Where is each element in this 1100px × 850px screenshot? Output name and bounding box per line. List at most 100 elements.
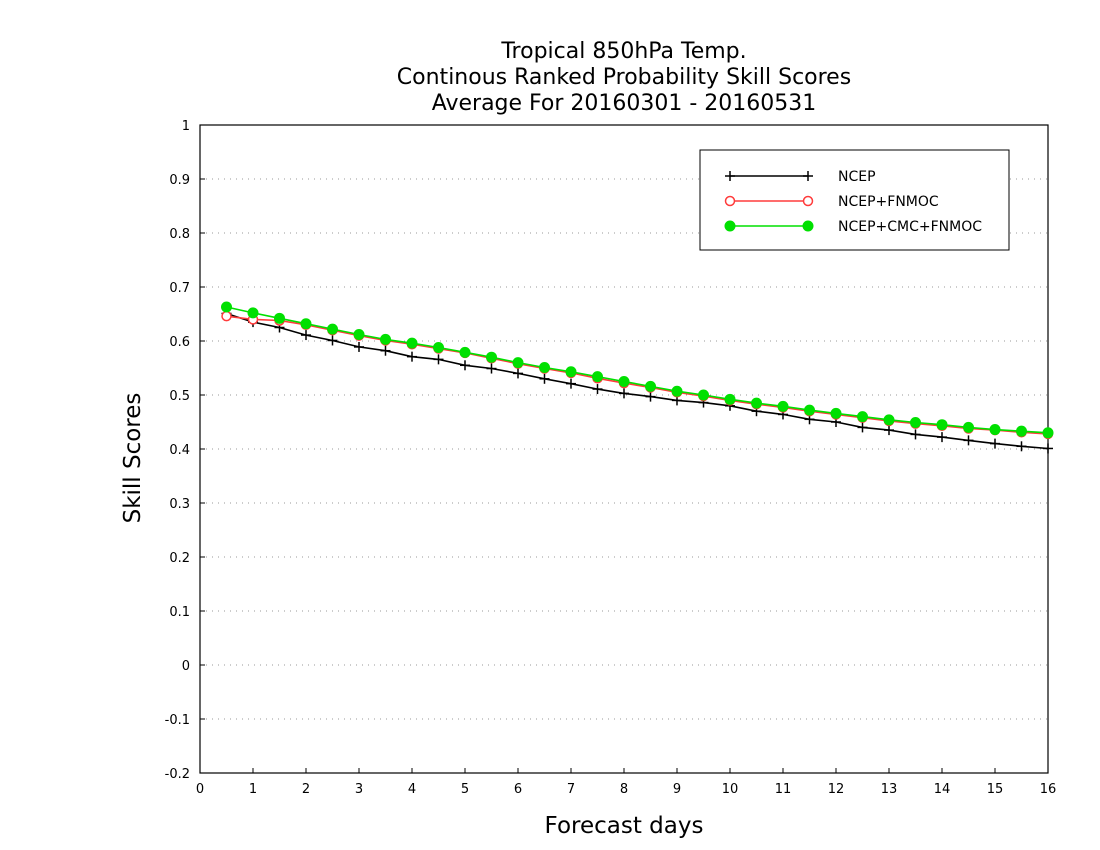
x-tick-label-15: 15 [987, 782, 1004, 797]
legend-marker-start-0 [725, 171, 735, 181]
legend: NCEP NCEP+FNMOC NCEP+CMC+FNMOC [699, 149, 1010, 251]
data-point-0-29 [990, 438, 1000, 449]
data-point-0-24 [857, 422, 868, 433]
data-point-0-11 [513, 368, 523, 379]
data-point-2-12 [539, 361, 550, 373]
data-point-2-3 [300, 318, 312, 330]
data-point-2-27 [936, 419, 948, 431]
data-point-0-8 [433, 354, 444, 365]
data-point-2-5 [353, 329, 365, 341]
legend-marker-end-1 [802, 195, 814, 207]
data-point-0-4 [327, 335, 338, 346]
chart-title-line-2: Continous Ranked Probability Skill Score… [397, 65, 851, 90]
x-tick-label-9: 9 [673, 782, 681, 797]
data-point-2-4 [327, 323, 338, 335]
chart-title-line-1: Tropical 850hPa Temp. [500, 39, 746, 64]
data-point-0-12 [539, 373, 550, 384]
data-point-2-11 [512, 357, 524, 369]
y-axis-title: Skill Scores [120, 393, 146, 524]
x-tick-label-10: 10 [722, 782, 739, 797]
series-0 [221, 308, 1053, 454]
data-point-2-13 [565, 366, 577, 378]
data-point-0-13 [566, 378, 576, 389]
data-point-2-10 [486, 351, 497, 363]
y-tick-label-11: 0.9 [169, 173, 190, 188]
data-point-2-8 [433, 341, 444, 353]
series-line-1 [226, 315, 1049, 435]
x-tick-label-7: 7 [567, 782, 575, 797]
x-tick-label-6: 6 [514, 782, 522, 797]
data-point-0-30 [1016, 441, 1027, 452]
data-point-2-19 [724, 393, 736, 405]
data-point-2-23 [830, 407, 842, 419]
legend-marker-end-2 [802, 220, 814, 232]
data-point-2-0 [221, 301, 232, 313]
data-point-0-6 [380, 345, 391, 356]
x-tick-label-16: 16 [1040, 782, 1057, 797]
data-point-2-21 [777, 400, 789, 412]
x-tick-label-8: 8 [620, 782, 628, 797]
data-point-2-30 [1016, 425, 1027, 437]
series-line-2 [226, 306, 1049, 434]
legend-label-2: NCEP+CMC+FNMOC [838, 219, 982, 235]
data-point-0-15 [619, 388, 629, 399]
grid-lines [200, 178, 1048, 720]
data-point-2-29 [989, 424, 1001, 436]
data-point-0-10 [486, 363, 497, 374]
data-point-2-9 [459, 346, 471, 358]
y-tick-label-2: 0 [182, 659, 190, 674]
data-point-2-18 [698, 389, 709, 401]
x-tick-label-12: 12 [828, 782, 845, 797]
chart-title-line-3: Average For 20160301 - 20160531 [432, 91, 817, 116]
data-point-2-24 [857, 411, 868, 423]
data-point-0-16 [645, 391, 656, 402]
series-layer [221, 301, 1054, 454]
data-point-2-20 [751, 397, 762, 409]
data-point-2-28 [963, 421, 974, 433]
data-point-0-25 [884, 425, 894, 436]
chart-title: Tropical 850hPa Temp. Continous Ranked P… [397, 39, 851, 116]
data-point-2-31 [1042, 427, 1054, 439]
data-point-2-6 [380, 333, 391, 345]
x-axis-ticks: 0 1 2 3 4 5 6 7 8 9 10 11 12 13 14 15 16 [196, 768, 1056, 797]
data-point-2-25 [883, 414, 895, 426]
series-2 [221, 301, 1054, 439]
x-tick-label-4: 4 [408, 782, 416, 797]
y-tick-label-1: -0.1 [165, 713, 190, 728]
data-point-0-28 [963, 435, 974, 446]
x-tick-label-11: 11 [775, 782, 792, 797]
y-tick-label-9: 0.7 [169, 281, 190, 296]
data-point-0-31 [1043, 443, 1053, 454]
y-tick-label-4: 0.2 [169, 551, 190, 566]
x-tick-label-2: 2 [302, 782, 310, 797]
data-point-2-22 [804, 404, 815, 416]
legend-marker-end-0 [803, 171, 813, 181]
y-tick-label-7: 0.5 [169, 389, 190, 404]
data-point-2-2 [274, 312, 285, 324]
y-tick-label-0: -0.2 [165, 767, 190, 782]
legend-label-0: NCEP [838, 169, 876, 185]
y-tick-label-12: 1 [182, 119, 190, 134]
x-axis-title: Forecast days [545, 813, 704, 839]
y-axis-ticks: -0.2 -0.1 0 0.1 0.2 0.3 0.4 0.5 0.6 0.7 0.8 0.9 1 [165, 119, 205, 782]
data-point-2-17 [671, 385, 683, 397]
legend-box [699, 149, 1010, 251]
y-tick-label-6: 0.4 [169, 443, 190, 458]
data-point-2-16 [645, 380, 656, 392]
data-point-0-5 [354, 341, 364, 352]
data-point-2-1 [247, 307, 259, 319]
data-point-0-9 [460, 360, 470, 371]
legend-label-1: NCEP+FNMOC [838, 194, 939, 210]
data-point-2-14 [592, 371, 603, 383]
data-point-0-26 [910, 429, 921, 440]
x-tick-label-5: 5 [461, 782, 469, 797]
y-tick-label-3: 0.1 [169, 605, 190, 620]
data-point-2-15 [618, 376, 630, 387]
data-point-0-3 [301, 330, 311, 341]
x-tick-label-0: 0 [196, 782, 204, 797]
y-tick-label-5: 0.3 [169, 497, 190, 512]
y-tick-label-8: 0.6 [169, 335, 190, 350]
legend-marker-start-2 [724, 220, 736, 232]
